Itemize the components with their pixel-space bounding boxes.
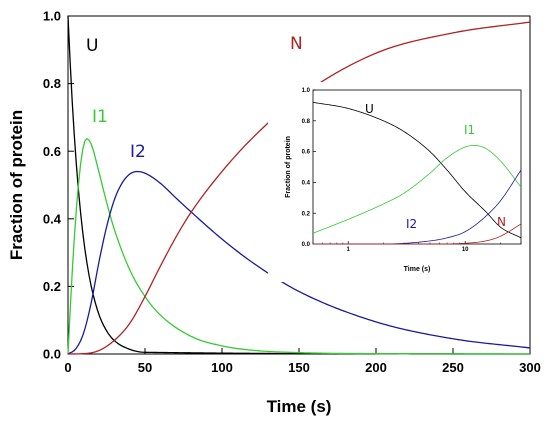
y-tick-label: 0.6 [43,144,61,159]
y-tick-label: 0.2 [43,279,61,294]
x-tick-label: 150 [288,360,310,375]
inset-x-axis-title: Time (s) [404,266,431,273]
x-tick-label: 1 [347,247,351,253]
main-series-label-u: U [86,36,98,56]
main-series-label-n: N [290,34,303,54]
y-tick-label: 0.6 [302,150,311,156]
x-tick-label: 200 [365,360,387,375]
inset-series-group [312,101,522,245]
inset-series-label-n: N [497,215,506,229]
main-chart: 0.0 0.2 0.4 0.6 0.8 1.0 0 50 100 150 200 250 300 Ti… [7,9,541,416]
y-tick-label: 0.2 [302,211,311,217]
y-tick-label: 0.0 [302,242,311,248]
inset-series-label-i2: I2 [406,217,417,231]
main-series-label-i1: I1 [92,107,108,127]
inset-y-axis-title: Fraction of protein [285,136,292,198]
series-line-n [313,223,522,245]
x-tick-label: 300 [519,360,541,375]
series-line-u [312,101,522,239]
main-series-label-i2: I2 [130,142,146,162]
main-x-axis: 0 50 100 150 200 250 300 [64,348,541,375]
inset-series-label-i1: I1 [464,123,475,137]
inset-series-label-u: U [365,102,374,116]
main-y-axis-title: Fraction of protein [7,110,26,260]
y-tick-label: 0.8 [43,76,61,91]
x-tick-label: 50 [138,360,152,375]
inset-chart: 0.0 0.2 0.4 0.6 0.8 1.0 1 10 Time (s) Fraction… [268,82,528,282]
y-tick-label: 0.4 [302,181,311,187]
x-tick-label: 0 [64,360,71,375]
main-y-axis: 0.0 0.2 0.4 0.6 0.8 1.0 [43,9,74,362]
x-tick-label: 10 [462,247,469,253]
y-tick-label: 0.4 [43,211,62,226]
y-tick-label: 0.0 [43,347,61,362]
main-x-axis-title: Time (s) [267,397,332,416]
y-tick-label: 0.8 [302,119,311,125]
x-tick-label: 250 [442,360,464,375]
inset-background [268,82,528,282]
series-line-i2 [67,170,531,355]
x-tick-label: 100 [211,360,233,375]
y-tick-label: 1.0 [302,88,311,94]
y-tick-label: 1.0 [43,9,61,24]
series-line-i1 [312,145,522,234]
inset-y-axis: 0.0 0.2 0.4 0.6 0.8 1.0 [302,88,316,248]
